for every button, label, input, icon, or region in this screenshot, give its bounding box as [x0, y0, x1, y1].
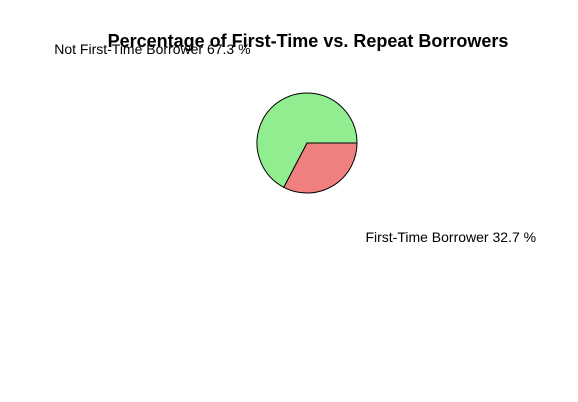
chart-title: Percentage of First-Time vs. Repeat Borr…: [108, 31, 509, 51]
pie-labels: First-Time Borrower 32.7 % Not First-Time…: [54, 41, 536, 245]
pie-slice-first-time-borrower: [283, 142, 358, 194]
pie-slice-not-first-time-borrower: [256, 92, 358, 188]
pie-slices: [256, 92, 358, 194]
slice-label-not-first-time-borrower: Not First-Time Borrower 67.3 %: [54, 41, 250, 57]
slice-label-first-time-borrower: First-Time Borrower 32.7 %: [365, 229, 536, 245]
